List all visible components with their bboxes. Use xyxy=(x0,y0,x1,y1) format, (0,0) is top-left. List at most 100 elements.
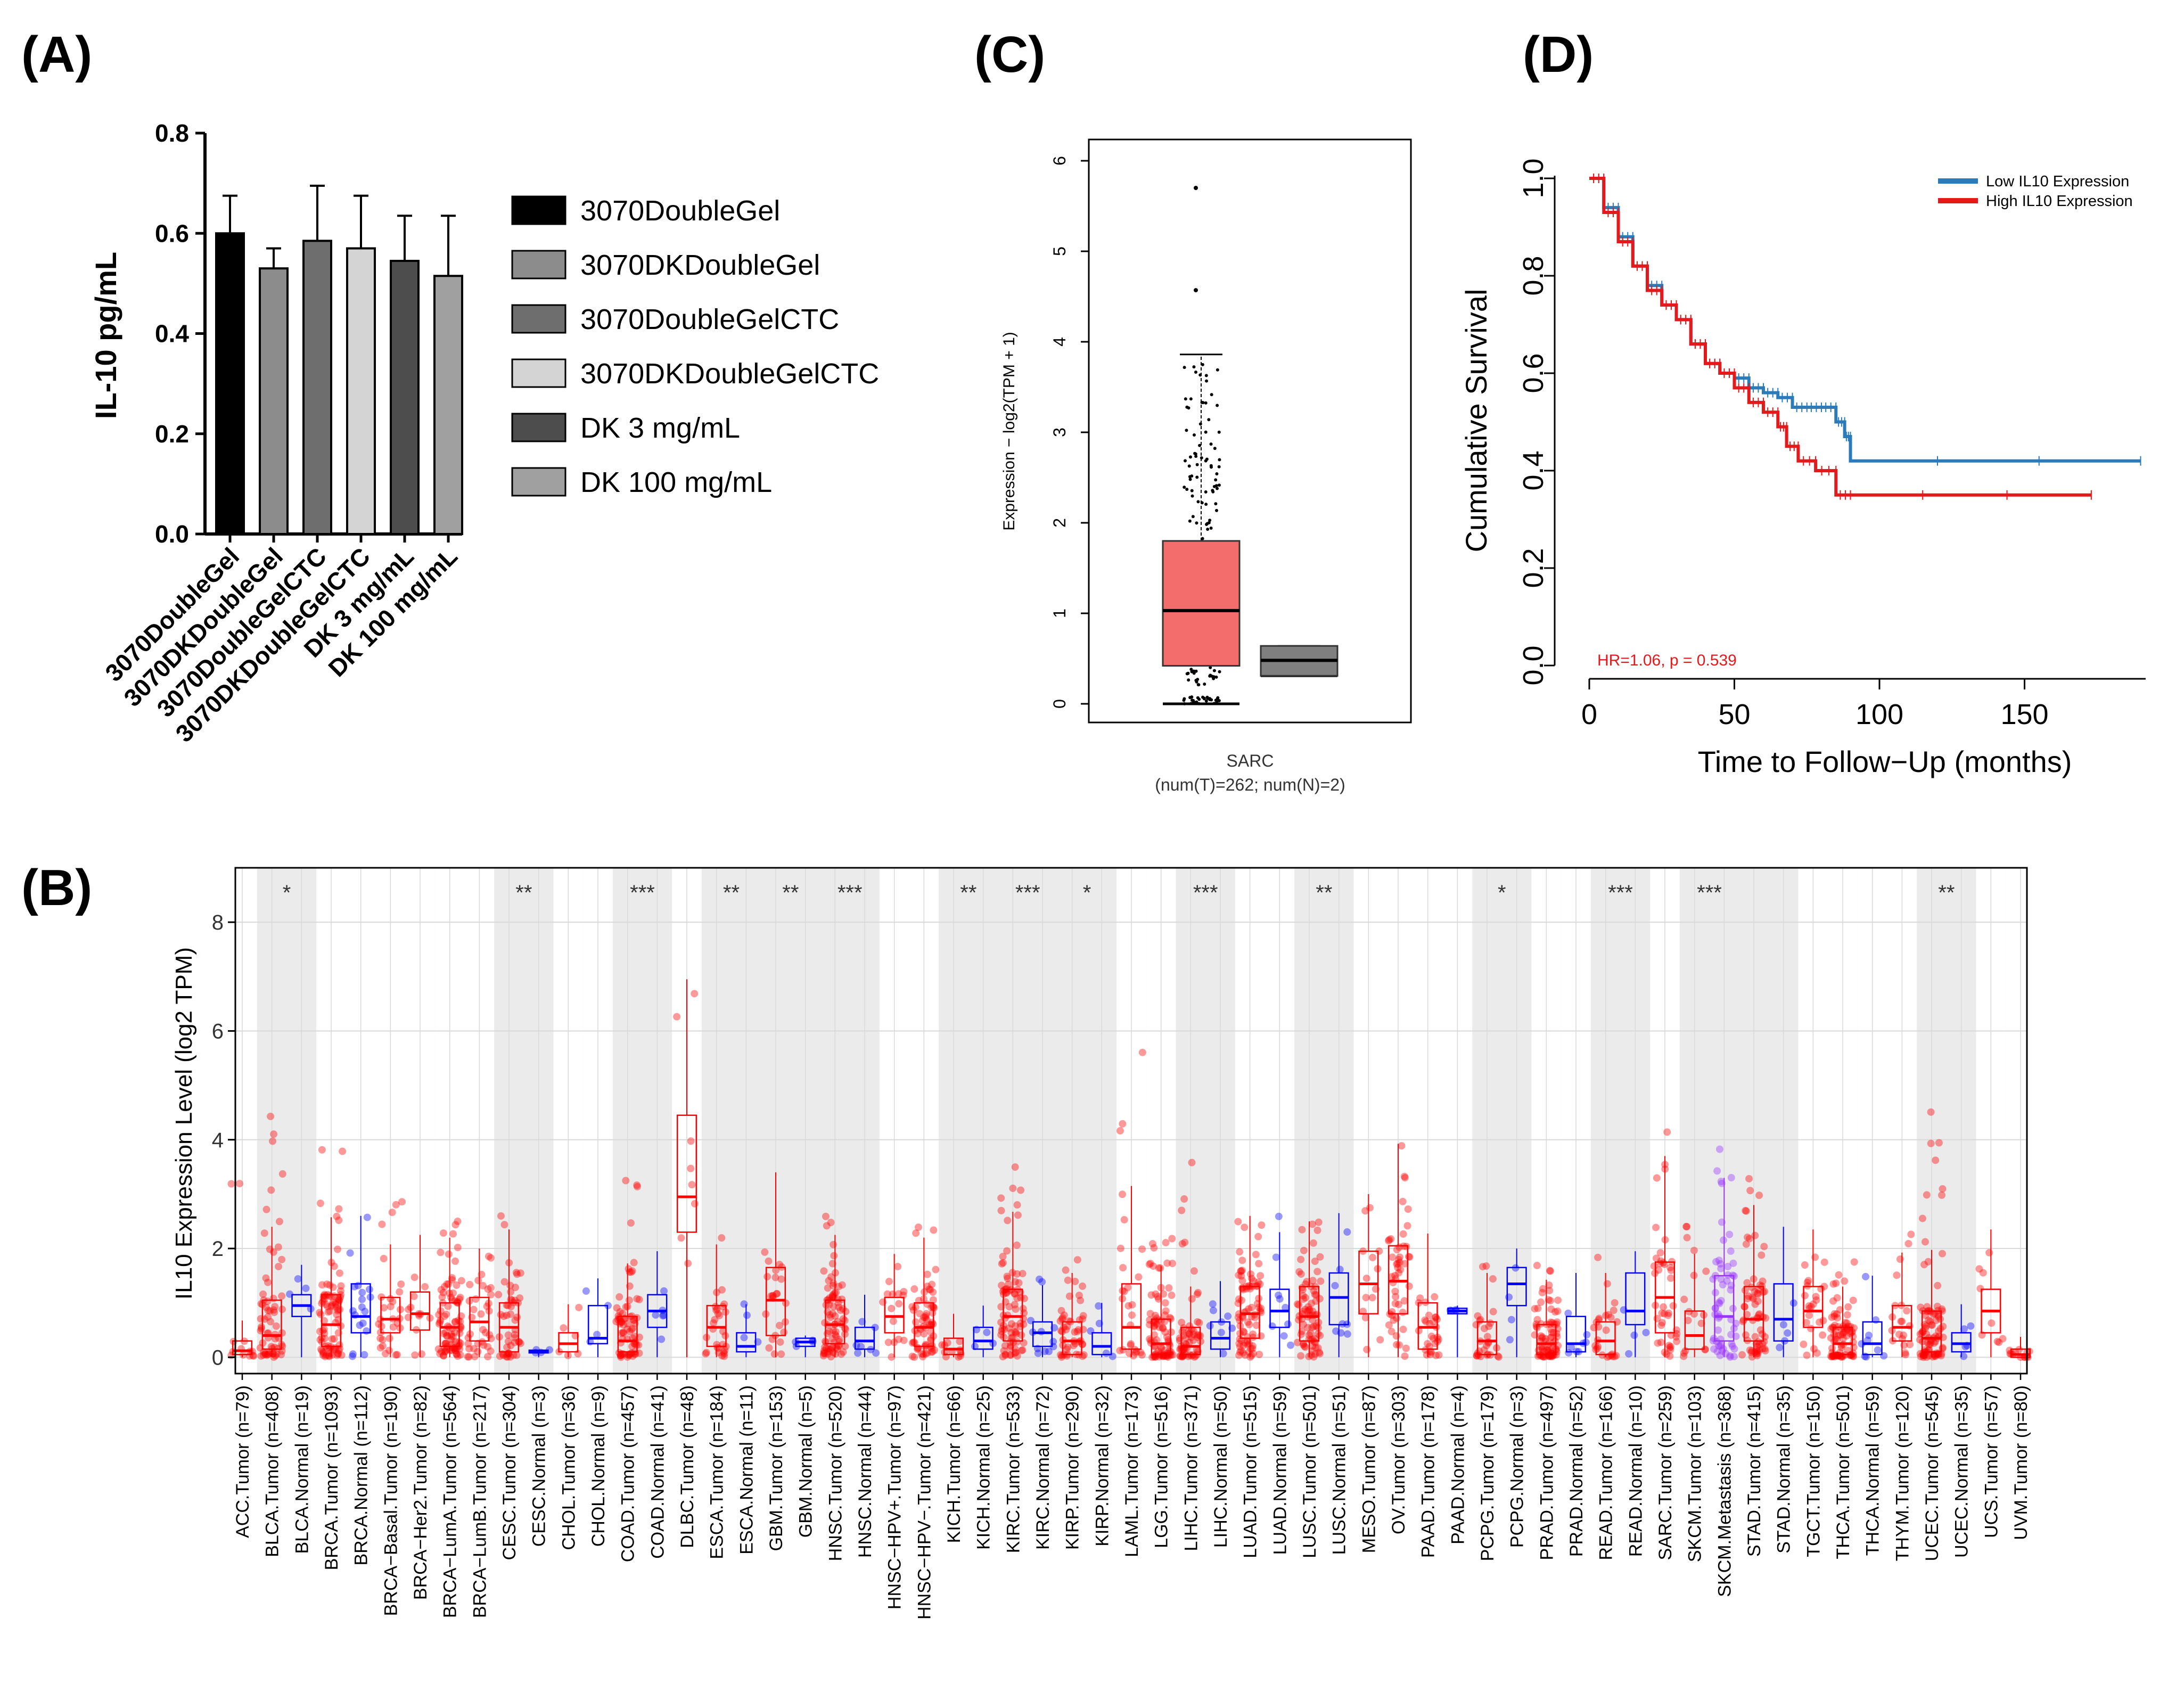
panel-b-point xyxy=(1337,1329,1345,1337)
panel-b-point xyxy=(771,1273,779,1281)
panel-b-point xyxy=(1849,1296,1857,1304)
panel-b-box xyxy=(1299,1286,1320,1342)
panel-c-point xyxy=(1189,397,1193,401)
panel-b-point xyxy=(487,1347,495,1355)
panel-b-point xyxy=(269,1350,277,1358)
panel-b-point xyxy=(1331,1281,1339,1289)
panel-b-point xyxy=(832,1344,840,1352)
panel-b-point xyxy=(776,1338,784,1346)
panel-b-point xyxy=(1711,1304,1719,1312)
panel-b-point xyxy=(1752,1340,1760,1347)
panel-b-point xyxy=(773,1289,781,1297)
panel-b-point xyxy=(1008,1334,1016,1342)
panel-b-point xyxy=(858,1318,866,1326)
panel-b-point xyxy=(1988,1319,1996,1327)
panel-c-outlier xyxy=(1194,288,1198,293)
panel-b-point xyxy=(1258,1221,1266,1229)
panel-b-point xyxy=(478,1338,486,1346)
panel-b-point xyxy=(1680,1349,1688,1357)
panel-b-point xyxy=(1012,1328,1020,1336)
panel-b-point xyxy=(721,1346,729,1354)
panel-b-x-tick-label: THCA.Normal (n=59) xyxy=(1863,1385,1883,1556)
panel-b-point xyxy=(338,1351,346,1359)
panel-b-point xyxy=(1063,1322,1071,1330)
panel-b-point xyxy=(1127,1340,1135,1348)
panel-b-point xyxy=(900,1288,908,1296)
panel-b-point xyxy=(1893,1271,1901,1279)
panel-c-point xyxy=(1214,675,1218,679)
panel-b-point xyxy=(1776,1344,1784,1352)
panel-b-point xyxy=(1299,1286,1307,1294)
panel-c-point xyxy=(1213,447,1217,450)
panel-b-point xyxy=(838,1295,846,1303)
panel-b-point xyxy=(1753,1343,1761,1351)
panel-b-point xyxy=(380,1254,388,1262)
panel-b-x-tick-label: HNSC−HPV+.Tumor (n=97) xyxy=(885,1385,905,1609)
panel-b-point xyxy=(453,1350,461,1358)
panel-b-point xyxy=(885,1278,893,1286)
panel-b-point xyxy=(1480,1325,1488,1333)
panel-b-point xyxy=(1680,1352,1688,1360)
panel-b-point xyxy=(1252,1321,1260,1329)
panel-b-point xyxy=(1255,1260,1263,1268)
panel-c-point xyxy=(1216,368,1219,372)
panel-b-point xyxy=(828,1260,836,1268)
panel-b-point xyxy=(443,1280,451,1288)
panel-b-point xyxy=(1005,1324,1013,1332)
panel-b-point xyxy=(1399,1309,1407,1317)
panel-c-outlier xyxy=(1194,186,1198,190)
panel-b-point xyxy=(1332,1327,1340,1335)
panel-b-point xyxy=(451,1318,459,1326)
panel-b-point xyxy=(820,1349,828,1357)
panel-a-legend-swatch xyxy=(511,304,566,334)
panel-b-point xyxy=(1185,1338,1193,1346)
panel-b-point xyxy=(1896,1255,1904,1263)
panel-b-point xyxy=(825,1277,833,1285)
panel-b-point xyxy=(927,1336,935,1344)
panel-b-point xyxy=(264,1350,272,1358)
panel-c-point xyxy=(1183,366,1186,369)
panel-b-point xyxy=(1064,1276,1072,1284)
panel-d-y-tick-label: 0.4 xyxy=(1517,450,1549,490)
panel-b-point xyxy=(1343,1228,1351,1236)
panel-b-point xyxy=(1728,1340,1736,1348)
panel-d-x-tick-label: 150 xyxy=(2000,699,2048,730)
panel-b-point xyxy=(825,1301,833,1309)
panel-b-point xyxy=(454,1352,462,1360)
panel-b-point xyxy=(1390,1316,1398,1324)
panel-b-point xyxy=(270,1130,278,1138)
panel-b-point xyxy=(317,1311,325,1319)
panel-b-point xyxy=(1179,1351,1187,1359)
panel-b-point xyxy=(1753,1350,1761,1358)
panel-b-point xyxy=(927,1348,935,1356)
panel-b-point xyxy=(334,1306,342,1314)
panel-b-point xyxy=(1898,1318,1906,1326)
panel-b-point xyxy=(511,1296,519,1304)
panel-b-point xyxy=(1749,1295,1757,1303)
panel-b-point xyxy=(1800,1341,1808,1349)
panel-b-point xyxy=(1810,1345,1818,1353)
panel-b-point xyxy=(361,1308,369,1316)
panel-b-point xyxy=(445,1280,453,1288)
panel-d-x-axis-label: Time to Follow−Up (months) xyxy=(1698,745,2072,778)
panel-b-point xyxy=(1761,1347,1769,1355)
panel-b-point xyxy=(1001,1342,1009,1350)
panel-b-point xyxy=(1062,1266,1070,1274)
panel-b-point xyxy=(1168,1291,1176,1299)
panel-b-point xyxy=(457,1277,465,1285)
panel-b-point xyxy=(1754,1349,1762,1357)
panel-c-y-tick-label: 5 xyxy=(1050,246,1069,256)
panel-c-point xyxy=(1201,363,1204,366)
panel-b-point xyxy=(929,1347,937,1355)
panel-b-point xyxy=(932,1266,940,1273)
panel-b-point xyxy=(451,1221,459,1229)
panel-b-point xyxy=(910,1353,918,1361)
panel-b-point xyxy=(1607,1351,1615,1359)
panel-b-point xyxy=(829,1281,837,1289)
panel-b-significance: ** xyxy=(782,881,799,905)
panel-b-point xyxy=(278,1255,286,1263)
panel-b-point xyxy=(1135,1273,1143,1281)
panel-b-point xyxy=(335,1205,343,1213)
panel-b-point xyxy=(328,1351,336,1359)
panel-b-point xyxy=(1247,1303,1255,1311)
